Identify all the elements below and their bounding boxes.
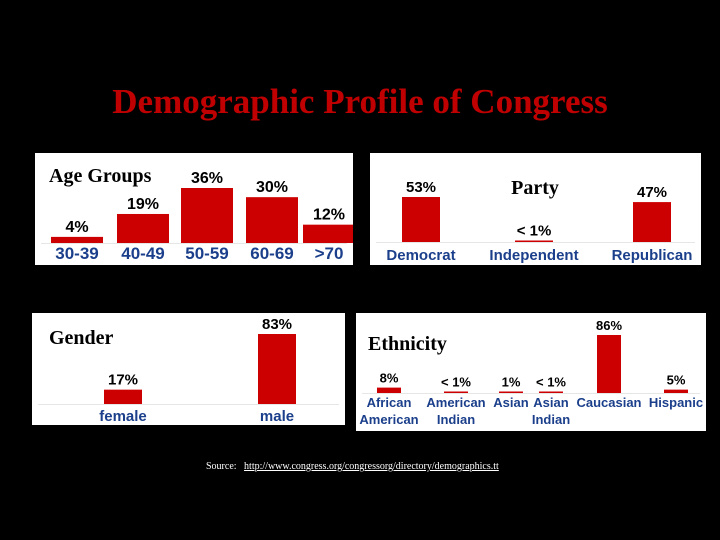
age-groups-panel: Age Groups 4% 30-39 19% 40-49 36% 50-59 30% 60-6… [35,153,353,265]
ethnicity-bar-caucasian [597,335,621,393]
age-groups-value-label-40-49: 19% [127,196,159,213]
gender-category-label-female: female [99,408,147,425]
party-panel: Party 53% Democrat < 1% Independent 47% Republ… [370,153,701,265]
age-groups-category-label-70: >70 [315,244,344,263]
party-bar-democrat [402,197,440,242]
age-groups-category-label-50-59: 50-59 [185,244,228,263]
ethnicity-bar-african-american [377,387,401,393]
age-groups-value-label-60-69: 30% [256,179,288,196]
ethnicity-value-label-caucasian: 86% [596,318,622,333]
ethnicity-panel: Ethnicity 8% African American < 1% American In… [356,313,706,431]
ethnicity-bar-hispanic [664,389,688,393]
party-label: Party [511,177,559,199]
party-bar-republican [633,202,671,242]
party-value-label-independent: < 1% [517,223,552,240]
slide-title: Demographic Profile of Congress [112,82,608,121]
ethnicity-value-label-american-indian: < 1% [441,375,471,390]
party-category-label-independent: Independent [489,247,578,264]
source-label: Source: [206,461,237,472]
party-chart: Party 53% Democrat < 1% Independent 47% Republ… [376,177,695,264]
ethnicity-category-label-asian-indian-1: Asian [533,395,568,410]
party-value-label-republican: 47% [637,184,667,201]
party-bar-independent [515,240,553,242]
age-groups-bar-60-69 [246,197,298,243]
gender-label: Gender [49,327,114,349]
gender-category-label-male: male [260,408,294,425]
source-citation: Source: http://www.congress.org/congress… [206,461,499,472]
ethnicity-category-label-american-indian-2: Indian [437,412,475,427]
party-value-label-democrat: 53% [406,179,436,196]
ethnicity-category-label-american-indian-1: American [426,395,485,410]
age-groups-category-label-40-49: 40-49 [121,244,164,263]
ethnicity-category-label-asian: Asian [493,395,528,410]
ethnicity-value-label-asian-indian: < 1% [536,375,566,390]
age-groups-label: Age Groups [49,165,152,187]
gender-value-label-female: 17% [108,372,138,389]
gender-value-label-male: 83% [262,316,292,333]
ethnicity-bar-asian-indian [539,391,563,393]
party-category-label-republican: Republican [612,247,693,264]
source-link[interactable]: http://www.congress.org/congressorg/dire… [244,461,499,472]
ethnicity-category-label-caucasian: Caucasian [576,395,641,410]
ethnicity-category-label-african-american-1: African [367,395,412,410]
ethnicity-label: Ethnicity [368,333,447,355]
age-groups-bar-50-59 [181,188,233,243]
age-groups-category-label-30-39: 30-39 [55,244,98,263]
age-groups-bar-70 [303,224,353,243]
ethnicity-value-label-african-american: 8% [380,371,399,386]
age-groups-chart: Age Groups 4% 30-39 19% 40-49 36% 50-59 30% 60-6… [41,165,353,263]
gender-panel: Gender 17% female 83% male [32,313,345,425]
gender-bar-female [104,389,142,404]
ethnicity-bar-american-indian [444,391,468,393]
age-groups-value-label-30-39: 4% [65,219,88,236]
age-groups-bar-30-39 [51,236,103,243]
age-groups-value-label-70: 12% [313,207,345,224]
ethnicity-category-label-african-american-2: American [359,412,418,427]
ethnicity-bar-asian [499,391,523,393]
gender-bar-male [258,334,296,404]
ethnicity-chart: Ethnicity 8% African American < 1% American In… [359,318,703,427]
party-category-label-democrat: Democrat [386,247,455,264]
ethnicity-category-label-hispanic: Hispanic [649,395,703,410]
age-groups-bar-40-49 [117,213,169,243]
ethnicity-category-label-asian-indian-2: Indian [532,412,570,427]
ethnicity-value-label-asian: 1% [502,375,521,390]
age-groups-category-label-60-69: 60-69 [250,244,293,263]
age-groups-value-label-50-59: 36% [191,170,223,187]
ethnicity-value-label-hispanic: 5% [667,373,686,388]
gender-chart: Gender 17% female 83% male [38,316,339,425]
